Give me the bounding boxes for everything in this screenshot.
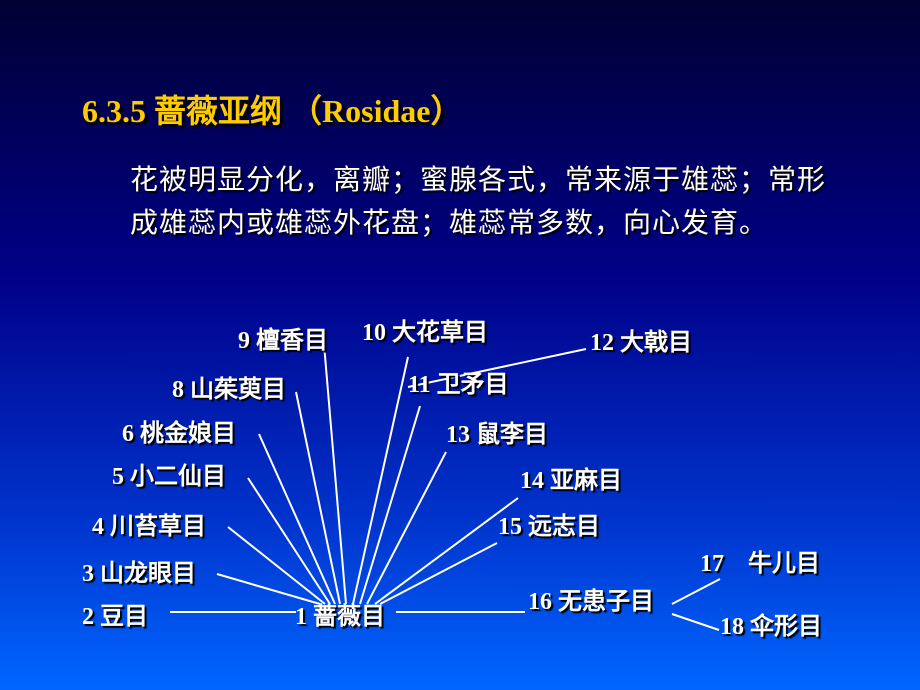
edge [672,579,720,604]
node-14: 14 亚麻目 [520,460,622,495]
node-11: 11 卫矛目 [408,364,509,399]
node-2: 2 豆目 [82,596,148,631]
edge [296,392,340,604]
node-12: 12 大戟目 [590,322,692,357]
edge [324,344,346,604]
node-5: 5 小二仙目 [112,456,226,491]
node-16: 16 无患子目 [528,581,654,616]
node-4: 4 川苔草目 [92,506,206,541]
node-9: 9 檀香目 [238,320,328,355]
slide-description: 花被明显分化，离瓣；蜜腺各式，常来源于雄蕊；常形成雄蕊内或雄蕊外花盘；雄蕊常多数… [130,159,850,246]
edge [367,452,446,604]
edge [380,543,497,604]
slide-title: 6.3.5 蔷薇亚纲 （Rosidae） [82,86,462,132]
node-18: 18 伞形目 [720,606,822,641]
edge [672,614,719,630]
node-8: 8 山茱萸目 [172,369,286,404]
node-6: 6 桃金娘目 [122,413,236,448]
node-17: 17 牛儿目 [700,543,820,578]
slide: 6.3.5 蔷薇亚纲 （Rosidae） 花被明显分化，离瓣；蜜腺各式，常来源于… [0,0,920,690]
edge [248,478,330,604]
edge [259,434,335,604]
node-13: 13 鼠李目 [446,414,548,449]
edge [353,357,408,604]
node-15: 15 远志目 [498,506,600,541]
edge [228,527,325,604]
node-1: 1 蔷薇目 [295,596,385,631]
node-3: 3 山龙眼目 [82,553,196,588]
node-10: 10 大花草目 [362,312,488,347]
edge [360,406,420,604]
edge [375,498,518,604]
